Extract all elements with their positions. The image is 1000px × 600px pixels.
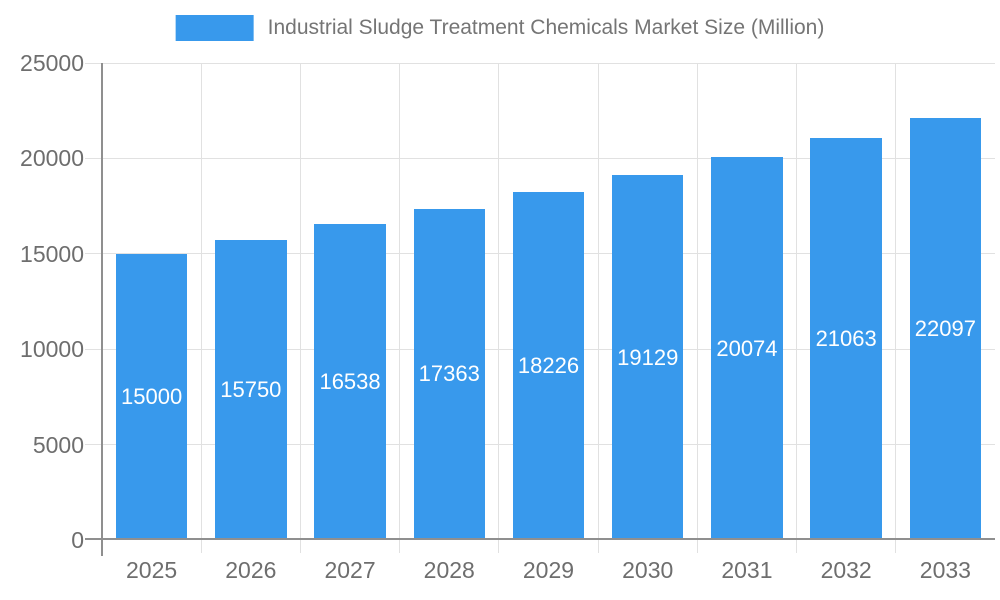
y-axis-tick-label: 10000 [20, 336, 84, 363]
y-axis-tick-label: 0 [71, 527, 84, 553]
x-axis-label: 2026 [225, 557, 277, 583]
y-axis-tick-label: 20000 [20, 145, 84, 172]
gridline-vertical [696, 63, 698, 540]
bar-2025[interactable]: 15000 [115, 253, 188, 538]
gridline-vertical [399, 63, 401, 540]
x-axis-tick [200, 540, 202, 553]
x-axis-label: 2032 [820, 557, 872, 583]
bar-value-label: 17363 [418, 361, 480, 387]
x-axis-label: 2025 [126, 557, 178, 583]
bar-value-label: 22097 [914, 316, 976, 342]
x-axis-tick [597, 540, 599, 553]
x-axis-label: 2028 [423, 557, 475, 583]
gridline-vertical [796, 63, 798, 540]
y-axis-tick-label: 5000 [32, 431, 84, 458]
x-axis-label: 2027 [324, 557, 376, 583]
bar-value-label: 19129 [617, 344, 679, 370]
x-axis-tick [895, 540, 897, 553]
x-axis-tick [498, 540, 500, 553]
x-axis-tick [299, 540, 301, 553]
x-axis-tick [796, 540, 798, 553]
legend-swatch-icon [175, 15, 254, 41]
legend-item[interactable]: Industrial Sludge Treatment Chemicals Ma… [175, 15, 825, 41]
bar-value-label: 18226 [517, 353, 580, 379]
bar-value-label: 21063 [815, 326, 877, 352]
x-axis-tick [696, 540, 698, 553]
bar-value-label: 16538 [319, 369, 381, 395]
y-axis-line [101, 63, 103, 556]
bar-2033[interactable]: 22097 [909, 118, 982, 538]
bar-2030[interactable]: 19129 [612, 175, 684, 538]
legend-label: Industrial Sludge Treatment Chemicals Ma… [267, 16, 825, 39]
bar-2028[interactable]: 17363 [413, 208, 485, 538]
gridline-vertical [200, 63, 202, 540]
gridline-vertical [597, 63, 599, 540]
x-axis-line [85, 538, 995, 540]
x-axis-label: 2030 [622, 557, 674, 583]
y-axis-tick-label: 25000 [20, 50, 84, 76]
gridline-vertical [498, 63, 500, 540]
bar-2032[interactable]: 21063 [810, 138, 882, 538]
x-axis-label: 2033 [919, 557, 971, 583]
bar-2027[interactable]: 16538 [314, 224, 386, 538]
bar-value-label: 15750 [220, 376, 282, 402]
bar-2031[interactable]: 20074 [711, 157, 783, 538]
y-axis-tick-label: 15000 [20, 240, 84, 267]
bar-2029[interactable]: 18226 [512, 192, 585, 538]
plot-area: 15000 15750 16538 17363 18226 19129 20074 21063… [85, 62, 995, 556]
gridline-horizontal [85, 157, 995, 159]
x-axis-label: 2031 [721, 557, 773, 583]
bar-value-label: 20074 [716, 335, 778, 361]
gridline-vertical [299, 63, 301, 540]
gridline-horizontal [85, 62, 995, 64]
bar-2026[interactable]: 15750 [215, 239, 287, 538]
bar-value-label: 15000 [121, 383, 183, 409]
x-axis-tick [399, 540, 401, 553]
x-axis-label: 2029 [522, 557, 575, 583]
gridline-vertical [895, 63, 897, 540]
